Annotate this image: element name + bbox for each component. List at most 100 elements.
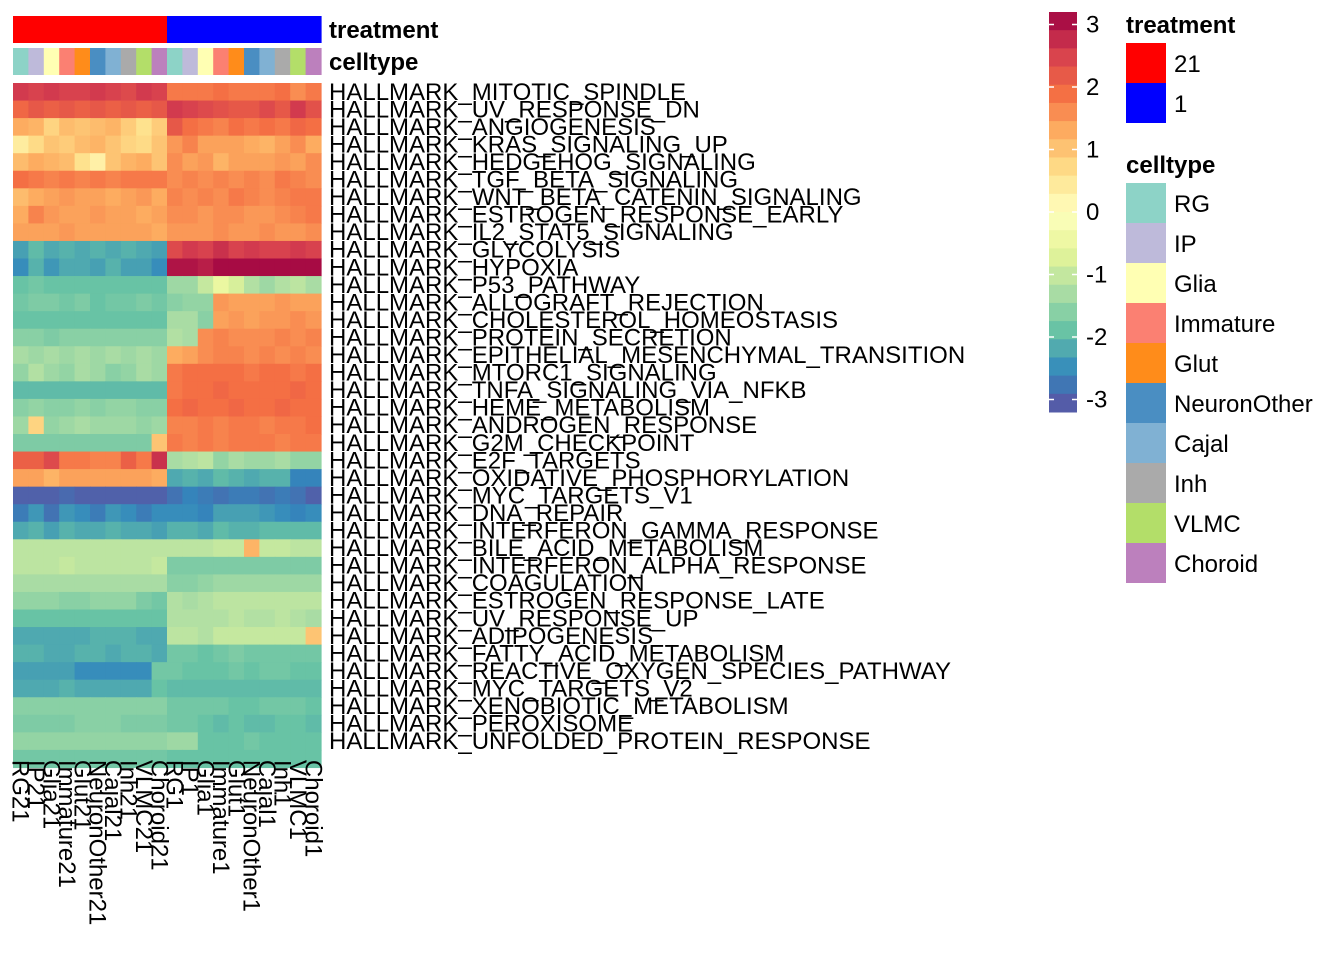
heatmap-cell — [197, 609, 214, 628]
heatmap-cell — [136, 521, 153, 540]
heatmap-cell — [244, 223, 260, 242]
heatmap-cell — [274, 434, 291, 453]
heatmap-cell — [136, 153, 153, 172]
heatmap-cell — [43, 100, 60, 119]
row-label: HALLMARK_DNA_REPAIR — [329, 500, 623, 527]
heatmap-cell — [228, 697, 245, 716]
heatmap-cell — [120, 118, 137, 137]
heatmap-cell — [90, 258, 106, 277]
heatmap-cell — [228, 732, 245, 751]
heatmap-cell — [244, 662, 260, 681]
heatmap-cell — [259, 205, 276, 224]
row-label: HALLMARK_ADIPOGENESIS — [329, 623, 653, 650]
celltype-legend-label: Glia — [1174, 271, 1217, 298]
heatmap-cell — [259, 328, 276, 347]
heatmap-cell — [213, 679, 230, 698]
heatmap-cell — [90, 188, 106, 207]
heatmap-cell — [90, 679, 106, 698]
heatmap-cell — [290, 679, 307, 698]
heatmap-cell — [197, 170, 214, 189]
column-label: RG1 — [161, 760, 188, 809]
heatmap-cell — [167, 100, 183, 119]
heatmap-cell — [136, 328, 153, 347]
heatmap-cell — [274, 644, 291, 663]
heatmap-cell — [28, 504, 45, 523]
heatmap-cell — [74, 504, 91, 523]
heatmap-cell — [120, 83, 137, 102]
heatmap-cell — [105, 556, 122, 575]
heatmap-cell — [197, 346, 214, 365]
celltype-annotation-cell — [290, 48, 307, 75]
heatmap-cell — [28, 679, 45, 698]
heatmap-cell — [290, 627, 307, 646]
treatment-annotation-cell — [244, 16, 260, 43]
heatmap-cell — [305, 293, 322, 312]
heatmap-cell — [74, 135, 91, 154]
heatmap-cell — [28, 749, 45, 769]
heatmap-cell — [305, 574, 322, 593]
treatment-legend: treatment 21 1 — [1126, 12, 1235, 123]
heatmap-cell — [74, 434, 91, 453]
heatmap-cell — [13, 416, 29, 435]
heatmap-cell — [90, 574, 106, 593]
heatmap-cell — [305, 732, 322, 751]
heatmap-cell — [13, 434, 29, 453]
heatmap-cell — [105, 539, 122, 558]
heatmap-cell — [274, 679, 291, 698]
heatmap-cell — [120, 311, 137, 330]
heatmap-cell — [305, 627, 322, 646]
heatmap-cell — [228, 153, 245, 172]
heatmap-cell — [136, 679, 153, 698]
heatmap-cell — [244, 574, 260, 593]
heatmap-cell — [290, 451, 307, 470]
heatmap-cell — [105, 100, 122, 119]
row-labels: HALLMARK_MITOTIC_SPINDLEHALLMARK_UV_RESP… — [329, 79, 965, 755]
heatmap-cell — [13, 504, 29, 523]
heatmap-cell — [259, 574, 276, 593]
heatmap-cell — [290, 293, 307, 312]
heatmap-cell — [305, 240, 322, 260]
heatmap-cell — [290, 83, 307, 102]
heatmap-cell — [244, 398, 260, 418]
heatmap-cell — [59, 627, 76, 646]
heatmap-cell — [305, 311, 322, 330]
heatmap-cell — [120, 258, 137, 277]
heatmap-cell — [182, 504, 199, 523]
heatmap-cell — [28, 381, 45, 400]
heatmap-cell — [90, 434, 106, 453]
heatmap-cell — [28, 662, 45, 681]
heatmap-cell — [105, 662, 122, 681]
heatmap-cell — [13, 539, 29, 558]
heatmap-cell — [244, 486, 260, 505]
heatmap-cell — [13, 293, 29, 312]
heatmap-cell — [120, 381, 137, 400]
heatmap-cell — [74, 381, 91, 400]
heatmap-cell — [74, 83, 91, 102]
heatmap-cell — [13, 556, 29, 575]
heatmap-cell — [274, 328, 291, 347]
heatmap-cell — [182, 732, 199, 751]
heatmap-cell — [290, 469, 307, 488]
heatmap-cell — [228, 205, 245, 224]
heatmap-cell — [182, 205, 199, 224]
heatmap-cell — [120, 346, 137, 365]
color-scale-segment — [1049, 321, 1077, 340]
row-label: HALLMARK_CHOLESTEROL_HOMEOSTASIS — [329, 307, 838, 334]
heatmap-cell — [59, 258, 76, 277]
heatmap-cell — [244, 749, 260, 769]
row-label: HALLMARK_UV_RESPONSE_UP — [329, 605, 698, 632]
heatmap-cell — [28, 100, 45, 119]
heatmap-cell — [244, 539, 260, 558]
heatmap-cell — [305, 749, 322, 769]
heatmap-cell — [259, 697, 276, 716]
heatmap-cell — [13, 697, 29, 716]
heatmap-cell — [43, 293, 60, 312]
heatmap-cell — [197, 556, 214, 575]
heatmap-cell — [136, 644, 153, 663]
heatmap-cell — [151, 188, 168, 207]
color-scale-legend: 3 2 1 0 -1 -2 -3 — [1049, 12, 1107, 414]
heatmap-cell — [197, 662, 214, 681]
heatmap-cell — [197, 714, 214, 733]
heatmap-cell — [105, 311, 122, 330]
heatmap-cell — [213, 276, 230, 295]
